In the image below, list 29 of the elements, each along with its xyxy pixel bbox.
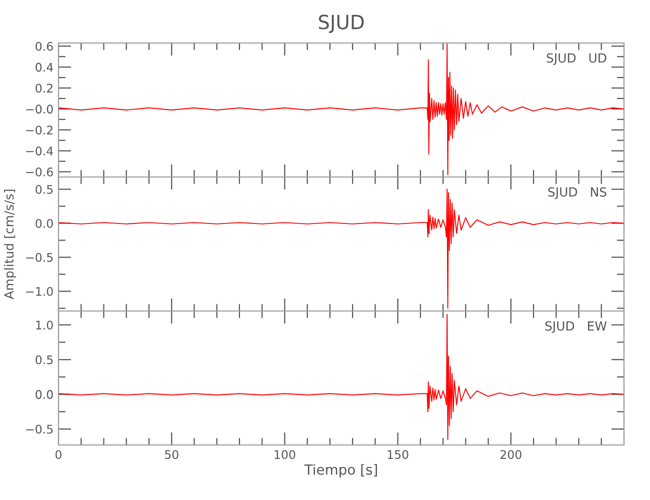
chart-title: SJUD [318, 14, 364, 34]
y-tick-label: 0.5 [36, 355, 53, 364]
line-series [58, 188, 624, 309]
x-tick-label: 200 [500, 450, 522, 459]
y-tick-label: 0.5 [36, 184, 53, 194]
y-tick-label: 1.0 [36, 320, 53, 330]
x-axis-title: Tiempo [s] [304, 464, 377, 478]
y-tick-label: −0.5 [26, 252, 53, 262]
annotation: SJUD NS [548, 187, 606, 200]
y-tick-label: −1.0 [26, 286, 53, 296]
x-tick-label: 150 [388, 450, 408, 459]
y-tick-label: −0.6 [26, 167, 53, 176]
line-series [58, 44, 624, 176]
y-tick-label: 0.0 [36, 218, 53, 228]
line-series [58, 314, 624, 440]
y-tick-label: −0.2 [26, 126, 52, 135]
y-tick-label: 0.0 [36, 390, 53, 399]
y-tick-label: 0.2 [36, 84, 52, 93]
y-tick-label: 0.6 [36, 42, 53, 51]
annotation: SJUD UD [546, 53, 606, 66]
annotation: SJUD EW [545, 321, 607, 334]
y-tick-label: −0.4 [26, 146, 53, 156]
x-tick-label: 0 [56, 450, 62, 459]
x-tick-label: 100 [274, 450, 296, 459]
y-tick-label: −0.5 [26, 424, 53, 434]
y-tick-label: 0.4 [36, 62, 53, 72]
y-axis-title: Amplitud [cm/s/s] [4, 190, 16, 300]
x-tick-label: 50 [165, 450, 178, 459]
y-tick-label: −0.0 [26, 104, 53, 114]
